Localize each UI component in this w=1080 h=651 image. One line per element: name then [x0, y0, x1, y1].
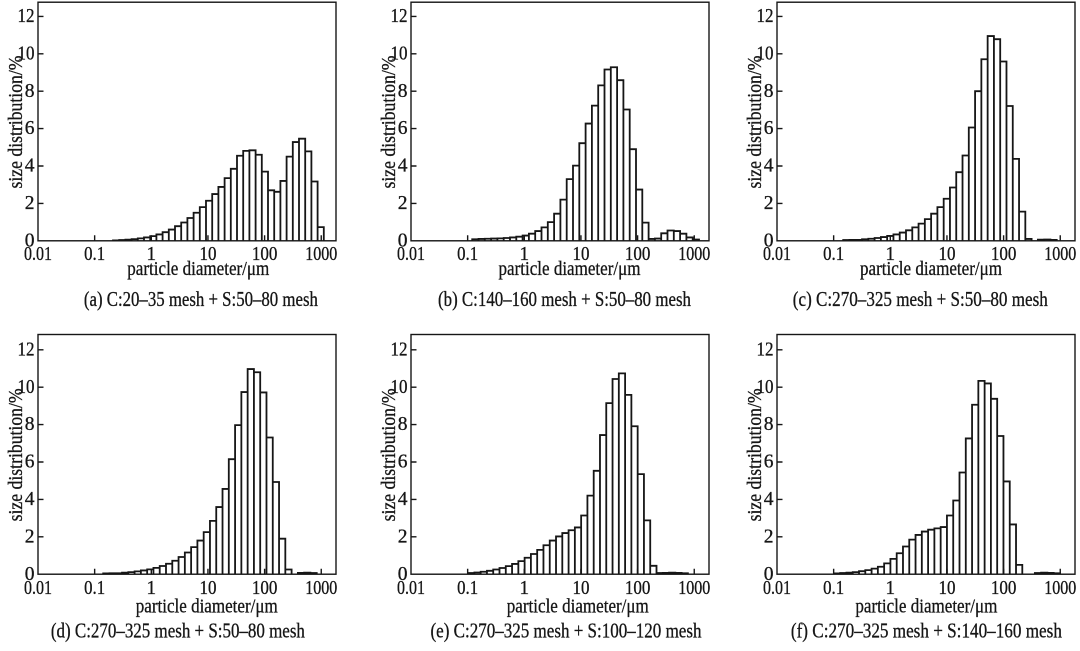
- svg-text:10: 10: [18, 377, 35, 398]
- svg-text:1000: 1000: [678, 244, 710, 265]
- svg-text:10: 10: [18, 43, 35, 64]
- svg-text:4: 4: [398, 489, 408, 510]
- svg-text:size distribution/%: size distribution/%: [378, 388, 400, 521]
- svg-text:10: 10: [199, 244, 216, 265]
- svg-text:10: 10: [391, 377, 408, 398]
- svg-text:0.01: 0.01: [397, 244, 425, 265]
- svg-text:(c) C:270–325 mesh + S:50–80 m: (c) C:270–325 mesh + S:50–80 mesh: [793, 287, 1048, 311]
- svg-text:8: 8: [25, 81, 35, 102]
- svg-text:12: 12: [18, 6, 35, 27]
- svg-text:0: 0: [25, 564, 35, 585]
- svg-text:100: 100: [625, 244, 651, 265]
- svg-text:12: 12: [757, 6, 774, 27]
- svg-text:8: 8: [398, 414, 408, 435]
- svg-text:100: 100: [252, 578, 278, 599]
- svg-text:12: 12: [391, 6, 408, 27]
- svg-text:1000: 1000: [305, 244, 337, 265]
- svg-text:1: 1: [519, 578, 529, 599]
- svg-text:10: 10: [572, 578, 589, 599]
- svg-text:2: 2: [398, 526, 408, 547]
- svg-text:particle diameter/μm: particle diameter/μm: [127, 258, 269, 280]
- svg-text:particle diameter/μm: particle diameter/μm: [860, 258, 1002, 280]
- svg-text:12: 12: [757, 339, 774, 360]
- svg-text:2: 2: [25, 526, 35, 547]
- svg-text:6: 6: [764, 452, 774, 473]
- svg-text:1: 1: [519, 244, 529, 265]
- svg-text:(e) C:270–325 mesh + S:100–120: (e) C:270–325 mesh + S:100–120 mesh: [431, 618, 702, 642]
- svg-text:8: 8: [398, 81, 408, 102]
- svg-text:10: 10: [572, 244, 589, 265]
- svg-text:4: 4: [398, 156, 408, 177]
- svg-text:0.1: 0.1: [823, 244, 844, 265]
- svg-text:1000: 1000: [1044, 578, 1076, 599]
- svg-text:0: 0: [764, 564, 774, 585]
- svg-text:8: 8: [764, 81, 774, 102]
- svg-text:8: 8: [764, 414, 774, 435]
- svg-text:10: 10: [391, 43, 408, 64]
- svg-text:2: 2: [25, 193, 35, 214]
- svg-text:4: 4: [25, 489, 35, 510]
- svg-text:size distribution/%: size distribution/%: [744, 56, 766, 189]
- svg-text:8: 8: [25, 414, 35, 435]
- svg-text:10: 10: [938, 578, 955, 599]
- svg-text:1000: 1000: [1044, 244, 1076, 265]
- svg-text:100: 100: [252, 244, 278, 265]
- svg-text:2: 2: [764, 526, 774, 547]
- svg-text:particle diameter/μm: particle diameter/μm: [855, 596, 997, 618]
- svg-text:1000: 1000: [678, 578, 710, 599]
- svg-text:0.01: 0.01: [763, 578, 791, 599]
- svg-text:12: 12: [391, 339, 408, 360]
- svg-text:100: 100: [991, 578, 1017, 599]
- svg-text:100: 100: [991, 244, 1017, 265]
- svg-text:6: 6: [398, 118, 408, 139]
- svg-text:0: 0: [398, 564, 408, 585]
- svg-text:1000: 1000: [305, 578, 337, 599]
- svg-text:0: 0: [25, 230, 35, 251]
- svg-text:0.01: 0.01: [397, 578, 425, 599]
- svg-text:particle diameter/μm: particle diameter/μm: [507, 596, 649, 618]
- svg-text:(d) C:270–325 mesh + S:50–80 m: (d) C:270–325 mesh + S:50–80 mesh: [51, 618, 305, 642]
- svg-text:10: 10: [757, 377, 774, 398]
- svg-text:size distribution/%: size distribution/%: [744, 388, 766, 521]
- svg-text:particle diameter/μm: particle diameter/μm: [136, 596, 278, 618]
- svg-text:2: 2: [398, 193, 408, 214]
- svg-text:4: 4: [764, 489, 774, 510]
- svg-text:6: 6: [764, 118, 774, 139]
- svg-text:0.01: 0.01: [24, 578, 52, 599]
- svg-text:0.1: 0.1: [457, 578, 478, 599]
- svg-text:(b) C:140–160 mesh + S:50–80 m: (b) C:140–160 mesh + S:50–80 mesh: [438, 287, 691, 311]
- svg-text:0.01: 0.01: [763, 244, 791, 265]
- svg-text:size distribution/%: size distribution/%: [5, 388, 27, 521]
- svg-text:10: 10: [757, 43, 774, 64]
- svg-text:4: 4: [764, 156, 774, 177]
- svg-text:0: 0: [764, 230, 774, 251]
- svg-text:(f) C:270–325 mesh + S:140–160: (f) C:270–325 mesh + S:140–160 mesh: [791, 618, 1062, 642]
- svg-text:4: 4: [25, 156, 35, 177]
- svg-text:1: 1: [146, 578, 156, 599]
- svg-text:12: 12: [18, 339, 35, 360]
- svg-text:0.1: 0.1: [457, 244, 478, 265]
- svg-text:0.01: 0.01: [24, 244, 52, 265]
- svg-text:2: 2: [764, 193, 774, 214]
- svg-text:0.1: 0.1: [84, 578, 105, 599]
- svg-text:1: 1: [885, 244, 895, 265]
- svg-text:1: 1: [146, 244, 156, 265]
- svg-text:0.1: 0.1: [823, 578, 844, 599]
- svg-text:particle diameter/μm: particle diameter/μm: [499, 258, 641, 280]
- svg-text:10: 10: [199, 578, 216, 599]
- svg-text:size distribution/%: size distribution/%: [5, 56, 27, 189]
- svg-text:0.1: 0.1: [84, 244, 105, 265]
- svg-text:6: 6: [25, 452, 35, 473]
- svg-text:(a) C:20–35 mesh + S:50–80 mes: (a) C:20–35 mesh + S:50–80 mesh: [84, 287, 318, 311]
- svg-text:6: 6: [398, 452, 408, 473]
- svg-text:6: 6: [25, 118, 35, 139]
- svg-text:10: 10: [938, 244, 955, 265]
- svg-text:0: 0: [398, 230, 408, 251]
- svg-text:100: 100: [625, 578, 651, 599]
- svg-text:size distribution/%: size distribution/%: [378, 56, 400, 189]
- svg-text:1: 1: [885, 578, 895, 599]
